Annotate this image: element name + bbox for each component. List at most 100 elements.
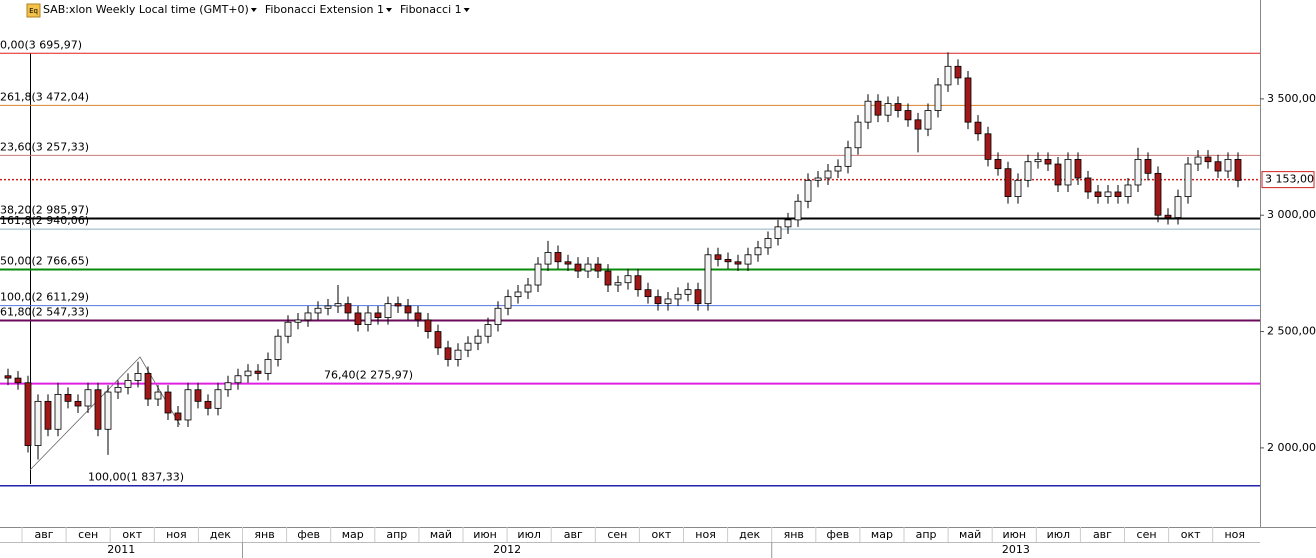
candle-body [94,389,102,430]
year-label: 2011 [107,543,135,556]
candle-body [854,121,862,149]
candle-body [274,335,282,360]
candle-body [1164,214,1172,218]
candle-body [224,382,232,391]
dropdown-arrow[interactable] [463,8,470,12]
candle-body [334,303,342,307]
candle-body [254,370,262,374]
candle-body [1104,191,1112,198]
candle-body [1024,161,1032,181]
fib-level-label: 261,8(3 472,04) [0,90,89,103]
x-tick-label: авг [35,528,54,541]
year-label: 2013 [1002,543,1030,556]
candle-body [404,305,412,314]
fib-level-label: 100,00(1 837,33) [88,471,184,484]
candle-body [234,375,242,384]
candle-body [1194,156,1202,165]
fib-level-label: 38,20(2 985,97) [0,203,89,216]
candle-body [954,65,962,79]
candle-body [284,321,292,337]
candle-body [394,303,402,307]
candle-body [14,377,22,384]
candle-body [124,380,132,388]
candle-body [814,177,822,181]
candle-body [1134,158,1142,186]
candle-body [4,375,12,379]
candle-body [1144,158,1152,174]
candle-body [294,319,302,323]
candle-body [904,110,912,121]
candle-body [554,252,562,263]
candle-body [484,324,492,337]
candle-body [654,296,662,305]
fib-level-label: 76,40(2 275,97) [324,369,413,382]
candle-body [1064,158,1072,186]
y-tick-label: 2 500,00 [1267,325,1316,338]
header-item[interactable]: SAB:xlon Weekly Local time (GMT+0) [43,3,249,16]
candle-body [804,179,812,202]
candle-body [444,347,452,360]
candle-body [544,252,552,265]
candle-body [414,312,422,321]
header-bar [0,0,440,20]
x-tick-label: окт [122,528,142,541]
x-tick-label: авг [1093,528,1112,541]
x-tick-label: апр [386,528,407,541]
candle-body [1124,184,1132,198]
candle-body [504,296,512,309]
candle-body [734,261,742,265]
x-tick-label: фев [827,528,850,541]
symbol-icon[interactable] [26,3,41,18]
candle-body [174,412,182,421]
candle-body [594,263,602,272]
x-tick-label: ноя [1224,528,1245,541]
candle-body [794,200,802,221]
candle-body [714,254,722,260]
x-tick-label: мар [871,528,893,541]
candle-body [304,312,312,321]
candle-body [344,303,352,314]
candle-body [574,263,582,272]
candle-body [894,103,902,111]
last-price-label: 3 153,00 [1265,173,1314,186]
dropdown-arrow[interactable] [385,8,392,12]
header: SAB:xlon Weekly Local time (GMT+0) Fibona… [43,3,470,16]
x-tick-label: сен [78,528,98,541]
x-tick-label: фев [297,528,320,541]
candle-body [564,261,572,265]
candle-body [944,65,952,86]
last-price-box [1261,171,1315,189]
candle-body [264,359,272,374]
x-tick-label: июн [473,528,497,541]
candle-body [354,312,362,325]
candle-body [1184,163,1192,198]
x-tick-label: мар [342,528,364,541]
candle-body [44,400,52,430]
candle-body [834,165,842,172]
x-tick-label: июн [1002,528,1026,541]
dropdown-arrow[interactable] [250,8,257,12]
candle-body [884,103,892,116]
candle-body [984,133,992,160]
candle-body [694,289,702,305]
candle-body [204,400,212,409]
candle-body [634,275,642,291]
candle-body [424,319,432,332]
candle-body [744,254,752,265]
fib-level-label: 100,0(2 611,29) [0,291,89,304]
candle-body [84,389,92,407]
x-tick-label: янв [784,528,804,541]
candle-body [1114,191,1122,198]
header-item[interactable]: Fibonacci 1 [400,3,462,16]
candle-body [674,293,682,300]
candle-body [1034,158,1042,163]
candle-body [54,393,62,430]
x-tick-label: май [430,528,452,541]
candle-body [1154,172,1162,216]
candle-body [614,282,622,286]
candle-body [604,270,612,286]
candle-body [534,263,542,286]
candle-body [914,119,922,130]
header-item[interactable]: Fibonacci Extension 1 [265,3,384,16]
candle-body [824,170,832,179]
